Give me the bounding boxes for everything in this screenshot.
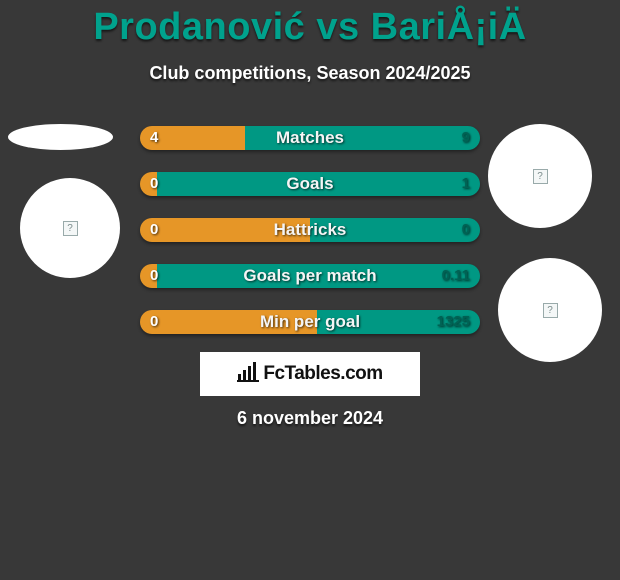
stat-bar-row: 0Hattricks0 xyxy=(140,218,480,242)
subtitle: Club competitions, Season 2024/2025 xyxy=(0,63,620,84)
ellipse-top-left xyxy=(8,124,113,150)
source-badge-text: FcTables.com xyxy=(263,363,382,385)
placeholder-icon: ? xyxy=(543,303,558,318)
stat-bar-row: 0Min per goal1325 xyxy=(140,310,480,334)
stat-bars: 4Matches90Goals10Hattricks00Goals per ma… xyxy=(140,126,480,356)
bar-label: Hattricks xyxy=(140,218,480,242)
bar-label: Goals xyxy=(140,172,480,196)
bar-value-right: 9 xyxy=(462,126,470,150)
page-title: Prodanović vs BariÅ¡iÄ xyxy=(0,0,620,49)
bar-label: Matches xyxy=(140,126,480,150)
bar-label: Min per goal xyxy=(140,310,480,334)
bar-value-right: 0.11 xyxy=(442,264,470,288)
stat-bar-row: 0Goals1 xyxy=(140,172,480,196)
stat-bar-row: 4Matches9 xyxy=(140,126,480,150)
bar-value-right: 1 xyxy=(462,172,470,196)
player-left-avatar: ? xyxy=(20,178,120,278)
bar-value-right: 1325 xyxy=(437,310,470,334)
player-right-avatar-bottom: ? xyxy=(498,258,602,362)
stat-bar-row: 0Goals per match0.11 xyxy=(140,264,480,288)
bar-value-right: 0 xyxy=(462,218,470,242)
placeholder-icon: ? xyxy=(63,221,78,236)
footer-date: 6 november 2024 xyxy=(0,408,620,429)
source-badge: FcTables.com xyxy=(200,352,420,396)
bar-label: Goals per match xyxy=(140,264,480,288)
player-right-avatar-top: ? xyxy=(488,124,592,228)
bar-chart-icon xyxy=(237,362,259,387)
placeholder-icon: ? xyxy=(533,169,548,184)
